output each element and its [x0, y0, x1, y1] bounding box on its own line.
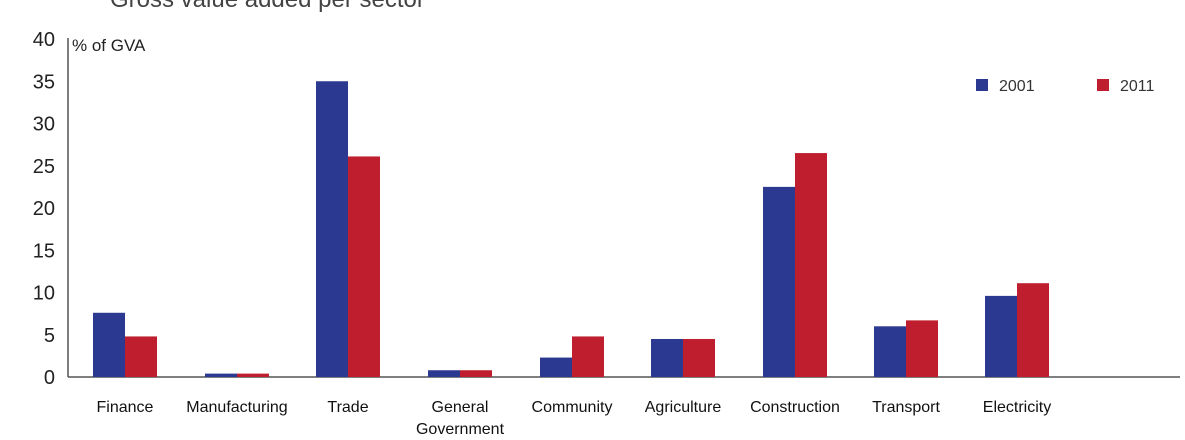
bars — [93, 81, 1049, 377]
y-tick-5: 5 — [44, 325, 55, 347]
legend-label-2001: 2001 — [999, 78, 1035, 95]
bar-electricity-2001 — [985, 295, 1017, 377]
bar-trade-2001 — [316, 81, 348, 377]
y-axis-label: % of GVA — [72, 36, 146, 55]
bar-community-2001 — [540, 357, 572, 377]
bar-finance-2001 — [93, 312, 125, 377]
legend-swatch-2011 — [1097, 79, 1109, 91]
bar-community-2011 — [572, 336, 604, 377]
chart-title: Gross value added per sector — [110, 0, 425, 14]
category-label-electricity: Electricity — [983, 399, 1051, 416]
legend-swatch-2001 — [976, 79, 988, 91]
category-label-manufacturing: Manufacturing — [186, 399, 287, 416]
y-tick-40: 40 — [33, 29, 55, 51]
bar-manufacturing-2011 — [237, 373, 269, 377]
bar-trade-2011 — [348, 156, 380, 377]
y-tick-15: 15 — [33, 240, 55, 262]
bar-construction-2001 — [763, 186, 795, 377]
legend: 2001 2011 — [976, 78, 1155, 95]
category-label-general-government: General Government — [416, 399, 505, 438]
y-tick-35: 35 — [33, 71, 55, 93]
category-labels: Finance Manufacturing Trade General Governme… — [97, 399, 1052, 438]
category-label-transport: Transport — [872, 399, 940, 416]
y-tick-0: 0 — [44, 367, 55, 389]
y-tick-labels: 0 5 10 15 20 25 30 35 40 — [33, 29, 55, 389]
category-label-finance: Finance — [97, 399, 154, 416]
bar-agriculture-2011 — [683, 338, 715, 377]
bar-construction-2011 — [795, 153, 827, 377]
y-tick-10: 10 — [33, 283, 55, 305]
legend-label-2011: 2011 — [1120, 78, 1155, 95]
bar-transport-2011 — [906, 320, 938, 377]
category-label-agriculture: Agriculture — [645, 399, 722, 416]
category-label-trade: Trade — [327, 399, 368, 416]
bar-general-government-2011 — [460, 370, 492, 377]
y-tick-25: 25 — [33, 156, 55, 178]
bar-electricity-2011 — [1017, 283, 1049, 377]
bar-agriculture-2001 — [651, 338, 683, 377]
bar-general-government-2001 — [428, 370, 460, 377]
bar-manufacturing-2001 — [205, 373, 237, 377]
bar-finance-2011 — [125, 336, 157, 377]
category-label-community: Community — [532, 399, 613, 416]
bar-transport-2001 — [874, 326, 906, 377]
y-tick-30: 30 — [33, 114, 55, 136]
category-label-construction: Construction — [750, 399, 840, 416]
y-tick-20: 20 — [33, 198, 55, 220]
